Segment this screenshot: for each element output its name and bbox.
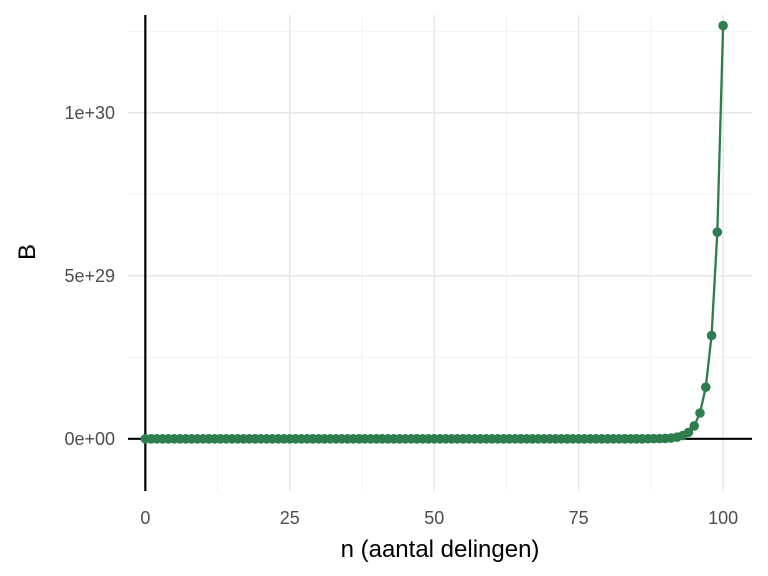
x-tick-label: 0 <box>140 508 150 528</box>
x-tick-label: 25 <box>280 508 300 528</box>
y-tick-label: 5e+29 <box>64 266 115 286</box>
data-point <box>689 421 700 431</box>
y-tick-label: 1e+30 <box>64 103 115 123</box>
x-tick-label: 50 <box>424 508 444 528</box>
data-point <box>712 227 723 237</box>
x-tick-label: 100 <box>708 508 738 528</box>
y-tick-labels: 0e+00 5e+29 1e+30 <box>64 103 115 449</box>
y-axis-title: B <box>14 244 41 260</box>
y-tick-label: 0e+00 <box>64 429 115 449</box>
data-point <box>706 330 717 341</box>
x-tick-labels: 0 25 50 75 100 <box>140 508 738 528</box>
series-group <box>140 20 728 444</box>
axes <box>128 15 752 491</box>
data-point <box>695 408 705 418</box>
grid-major-lines <box>128 15 752 491</box>
data-point <box>683 427 694 438</box>
data-point <box>700 382 711 392</box>
data-point <box>718 20 728 31</box>
x-tick-label: 75 <box>569 508 589 528</box>
grid-minor-lines <box>128 15 752 491</box>
x-axis-title: n (aantal delingen) <box>341 536 540 563</box>
